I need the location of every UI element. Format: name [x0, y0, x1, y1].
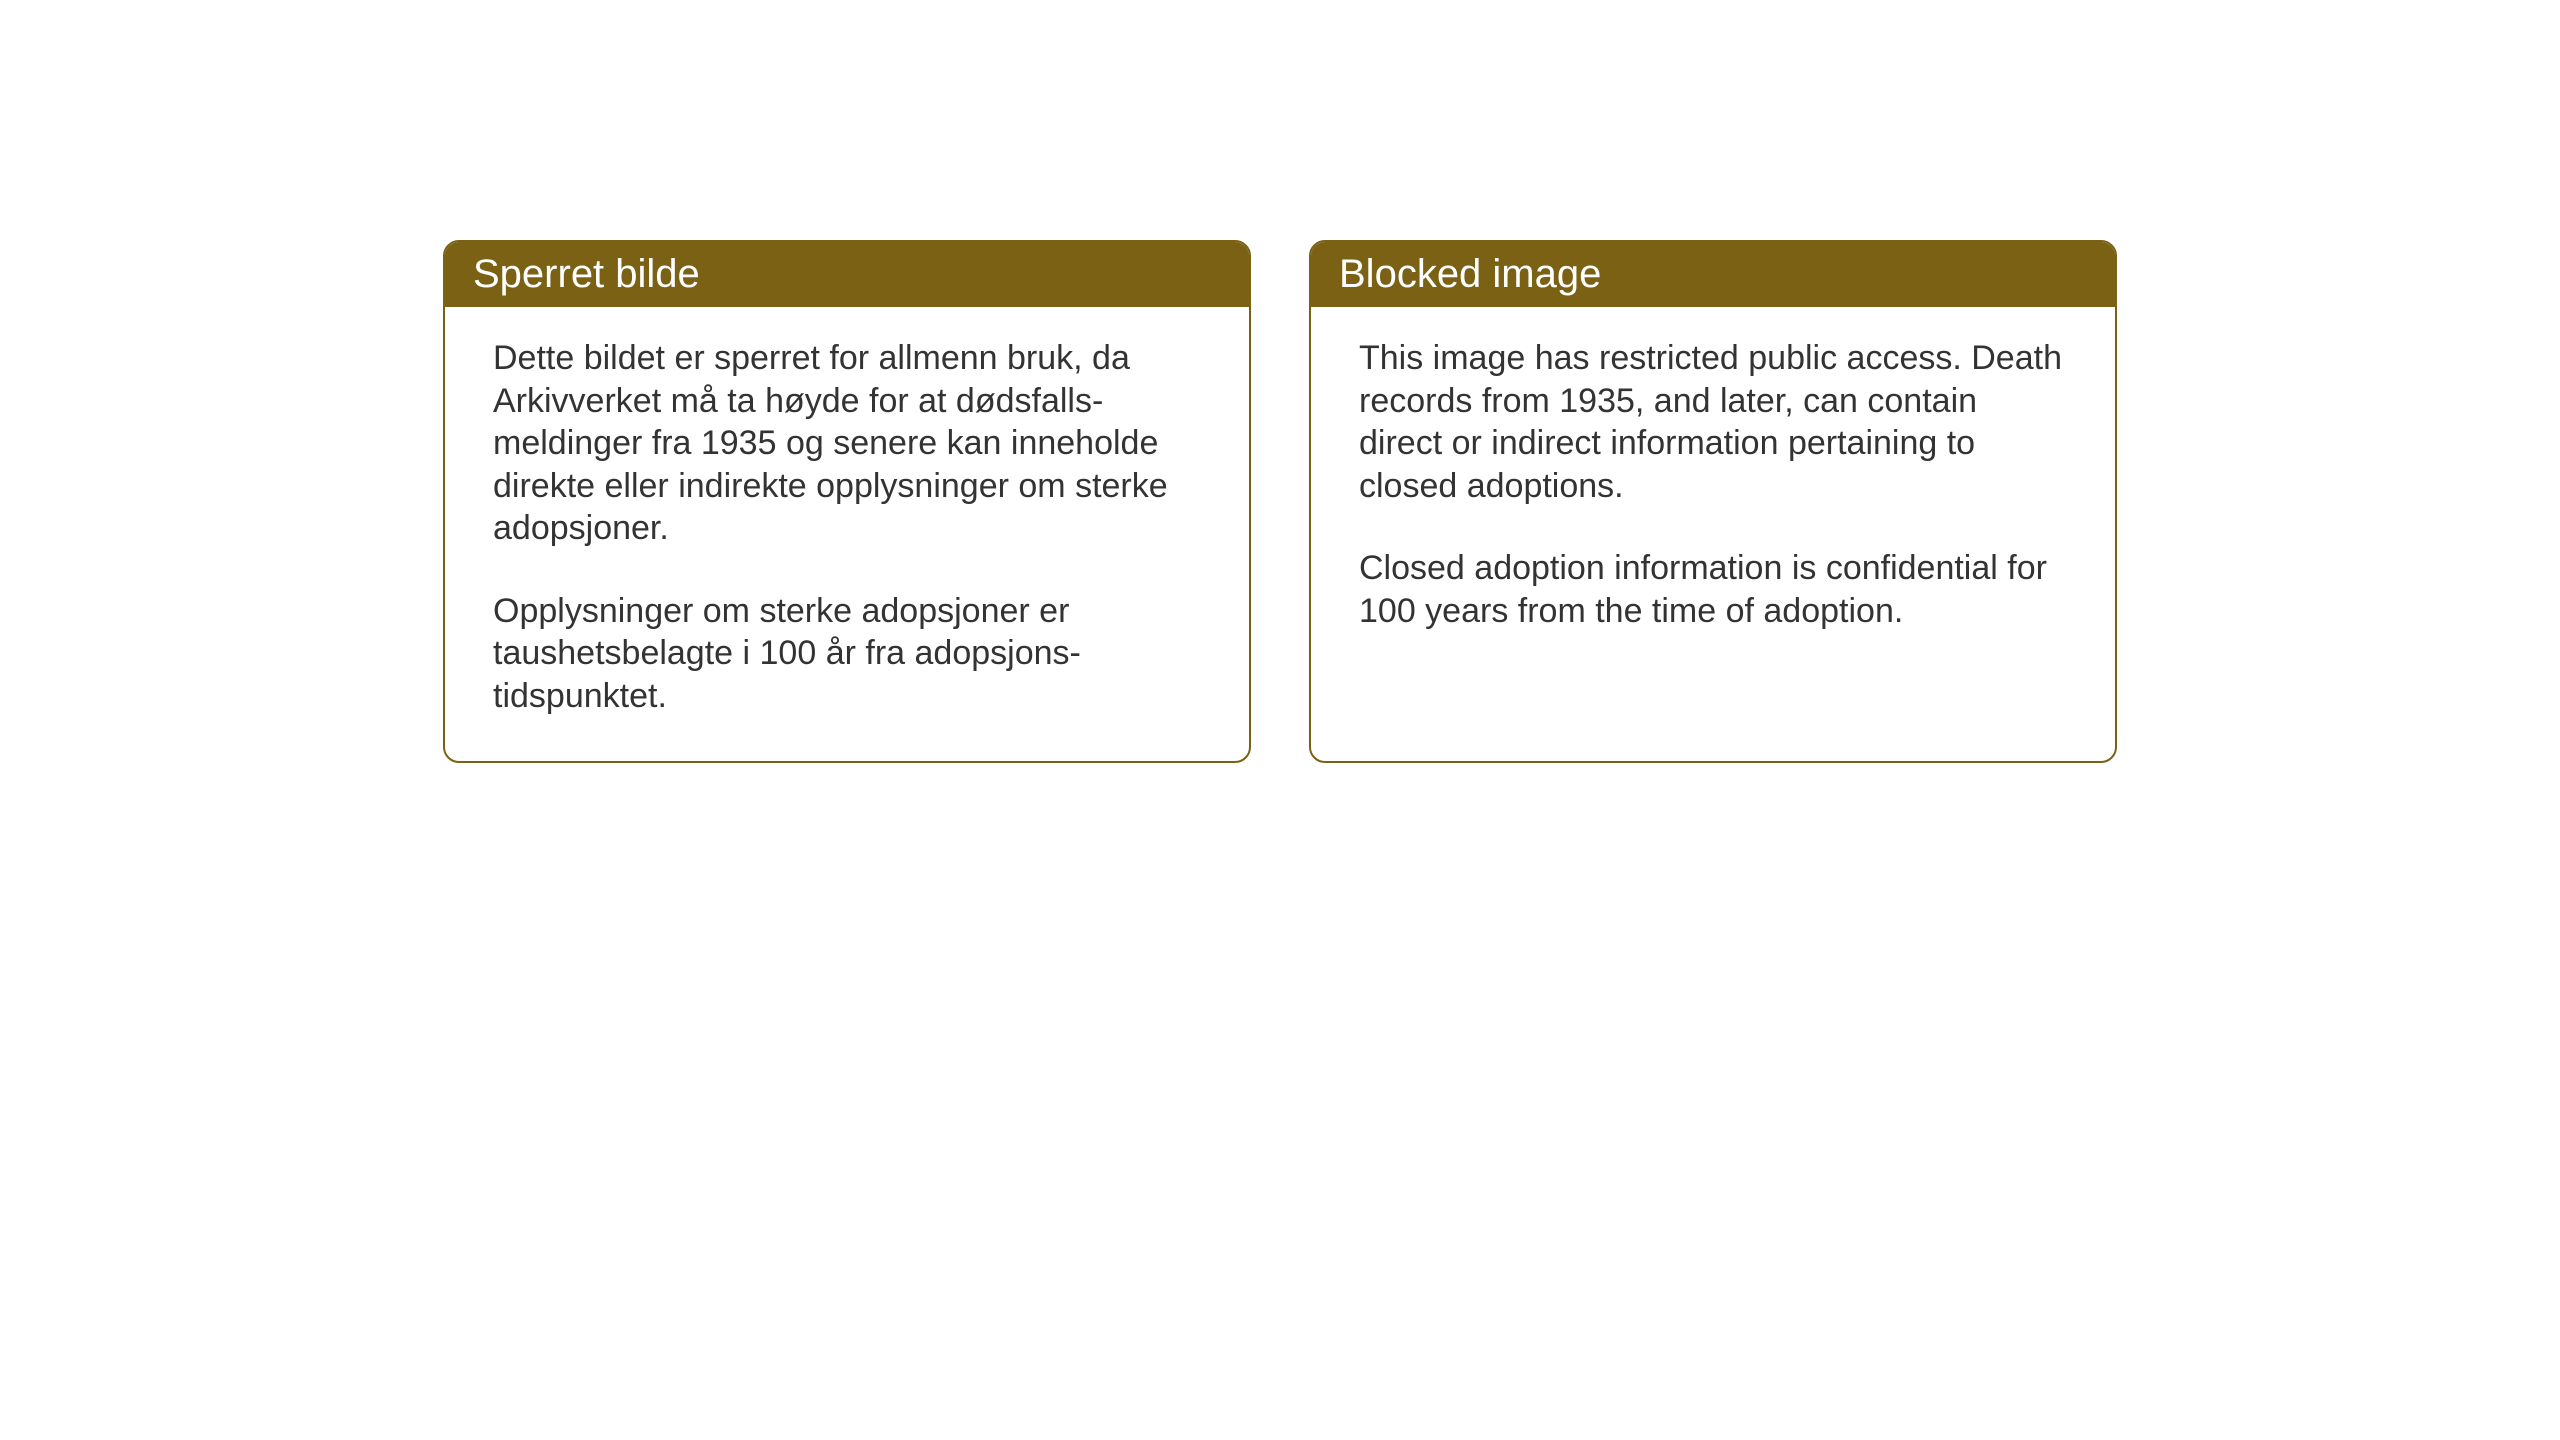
notice-paragraph-1-norwegian: Dette bildet er sperret for allmenn bruk… [493, 337, 1201, 550]
notice-body-english: This image has restricted public access.… [1311, 307, 2115, 676]
notice-title-norwegian: Sperret bilde [473, 252, 700, 296]
notice-paragraph-2-english: Closed adoption information is confident… [1359, 547, 2067, 632]
notice-body-norwegian: Dette bildet er sperret for allmenn bruk… [445, 307, 1249, 761]
notice-paragraph-2-norwegian: Opplysninger om sterke adopsjoner er tau… [493, 590, 1201, 718]
notice-header-norwegian: Sperret bilde [445, 242, 1249, 307]
notice-container: Sperret bilde Dette bildet er sperret fo… [443, 240, 2117, 763]
notice-title-english: Blocked image [1339, 252, 1601, 296]
notice-paragraph-1-english: This image has restricted public access.… [1359, 337, 2067, 507]
notice-card-norwegian: Sperret bilde Dette bildet er sperret fo… [443, 240, 1251, 763]
notice-header-english: Blocked image [1311, 242, 2115, 307]
notice-card-english: Blocked image This image has restricted … [1309, 240, 2117, 763]
